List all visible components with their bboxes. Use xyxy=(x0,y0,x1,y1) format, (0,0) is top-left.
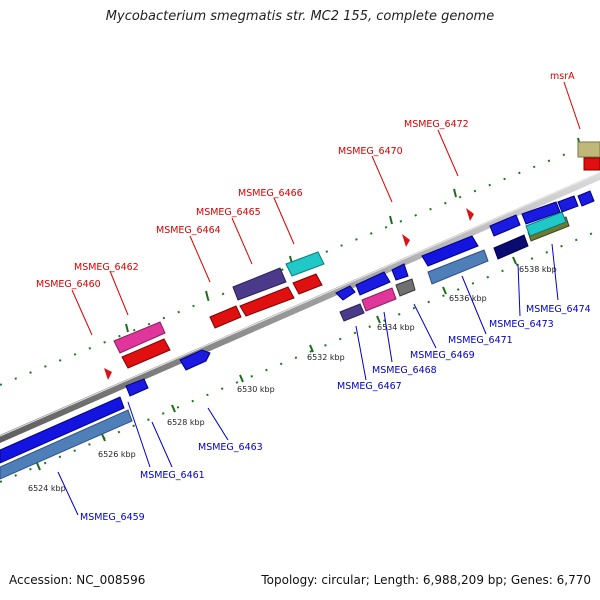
gene-MSMEG_6474c[interactable] xyxy=(521,201,561,225)
scale-label: 6526 kbp xyxy=(98,450,136,459)
gene-MSMEG_6459-dark[interactable] xyxy=(0,396,125,464)
gene-MSMEG_6465b[interactable] xyxy=(239,286,295,317)
gene-MSMEG_6469[interactable] xyxy=(395,278,416,297)
gene-MSMEG_6467b[interactable] xyxy=(335,285,356,301)
map-title: Mycobacterium smegmatis str. MC2 155, co… xyxy=(105,9,495,24)
gene-MSMEG_6470[interactable] xyxy=(402,234,410,247)
gene-label: MSMEG_6462 xyxy=(74,262,139,273)
gene-label: MSMEG_6467 xyxy=(337,381,402,392)
gene-msrA-red[interactable] xyxy=(583,157,600,171)
gene-label: MSMEG_6473 xyxy=(489,319,554,330)
gene-MSMEG_6471[interactable] xyxy=(427,249,489,285)
gene-MSMEG_6468[interactable] xyxy=(361,287,397,312)
gene-MSMEG_6467[interactable] xyxy=(339,303,365,322)
gene-MSMEG_6468b[interactable] xyxy=(355,271,391,296)
accession-text: Accession: NC_008596 xyxy=(9,573,146,587)
scale-label: 6530 kbp xyxy=(237,385,275,394)
gene-MSMEG_6473b[interactable] xyxy=(489,214,521,237)
scale-label: 6538 kbp xyxy=(519,265,557,274)
gene-label: MSMEG_6469 xyxy=(410,350,475,361)
gene-MSMEG_6465[interactable] xyxy=(232,267,287,301)
gene-MSMEG_6471-dark[interactable] xyxy=(421,235,479,267)
gene-MSMEG_6463[interactable] xyxy=(179,349,211,371)
gene-label: MSMEG_6471 xyxy=(448,335,513,346)
gene-MSMEG_6464[interactable] xyxy=(209,305,242,329)
gene-MSMEG_6460[interactable] xyxy=(104,368,112,380)
scale-label: 6528 kbp xyxy=(167,418,205,427)
gene-MSMEG_6466[interactable] xyxy=(285,251,325,277)
topology-text: Topology: circular; Length: 6,988,209 bp… xyxy=(261,573,591,587)
gene-MSMEG_6466b[interactable] xyxy=(292,273,323,295)
gene-MSMEG_6472[interactable] xyxy=(466,208,474,221)
gene-MSMEG_6462b[interactable] xyxy=(121,338,171,369)
gene-label: MSMEG_6468 xyxy=(372,365,437,376)
gene-label: MSMEG_6472 xyxy=(404,119,469,130)
scale-label: 6534 kbp xyxy=(377,323,415,332)
scale-label: 6532 kbp xyxy=(307,353,345,362)
gene-label: MSMEG_6460 xyxy=(36,279,101,290)
gene-label: MSMEG_6463 xyxy=(198,442,263,453)
gene-MSMEG_6462[interactable] xyxy=(113,321,166,354)
gene-label: MSMEG_6470 xyxy=(338,146,403,157)
gene-MSMEG_6459[interactable] xyxy=(0,409,133,480)
scale-label: 6524 kbp xyxy=(28,484,66,493)
gene-MSMEG_6474b[interactable] xyxy=(525,211,567,237)
gene-MSMEG_6474d[interactable] xyxy=(557,195,579,213)
gene-MSMEG_6469b[interactable] xyxy=(391,263,409,281)
gene-label: MSMEG_6466 xyxy=(238,188,303,199)
gene-label: MSMEG_6474 xyxy=(526,304,591,315)
gene-label: MSMEG_6461 xyxy=(140,470,205,481)
gene-label: msrA xyxy=(550,71,575,82)
gene-MSMEG_6461[interactable] xyxy=(125,378,149,397)
gene-msrA[interactable] xyxy=(577,141,600,158)
gene-label: MSMEG_6465 xyxy=(196,207,261,218)
gene-label: MSMEG_6459 xyxy=(80,512,145,523)
scale-ticks xyxy=(36,256,517,471)
gene-MSMEG_6474e[interactable] xyxy=(577,190,595,207)
scale-label: 6536 kbp xyxy=(449,294,487,303)
gene-label: MSMEG_6464 xyxy=(156,225,221,236)
backbone xyxy=(0,172,600,443)
gene-MSMEG_6473[interactable] xyxy=(493,234,529,260)
